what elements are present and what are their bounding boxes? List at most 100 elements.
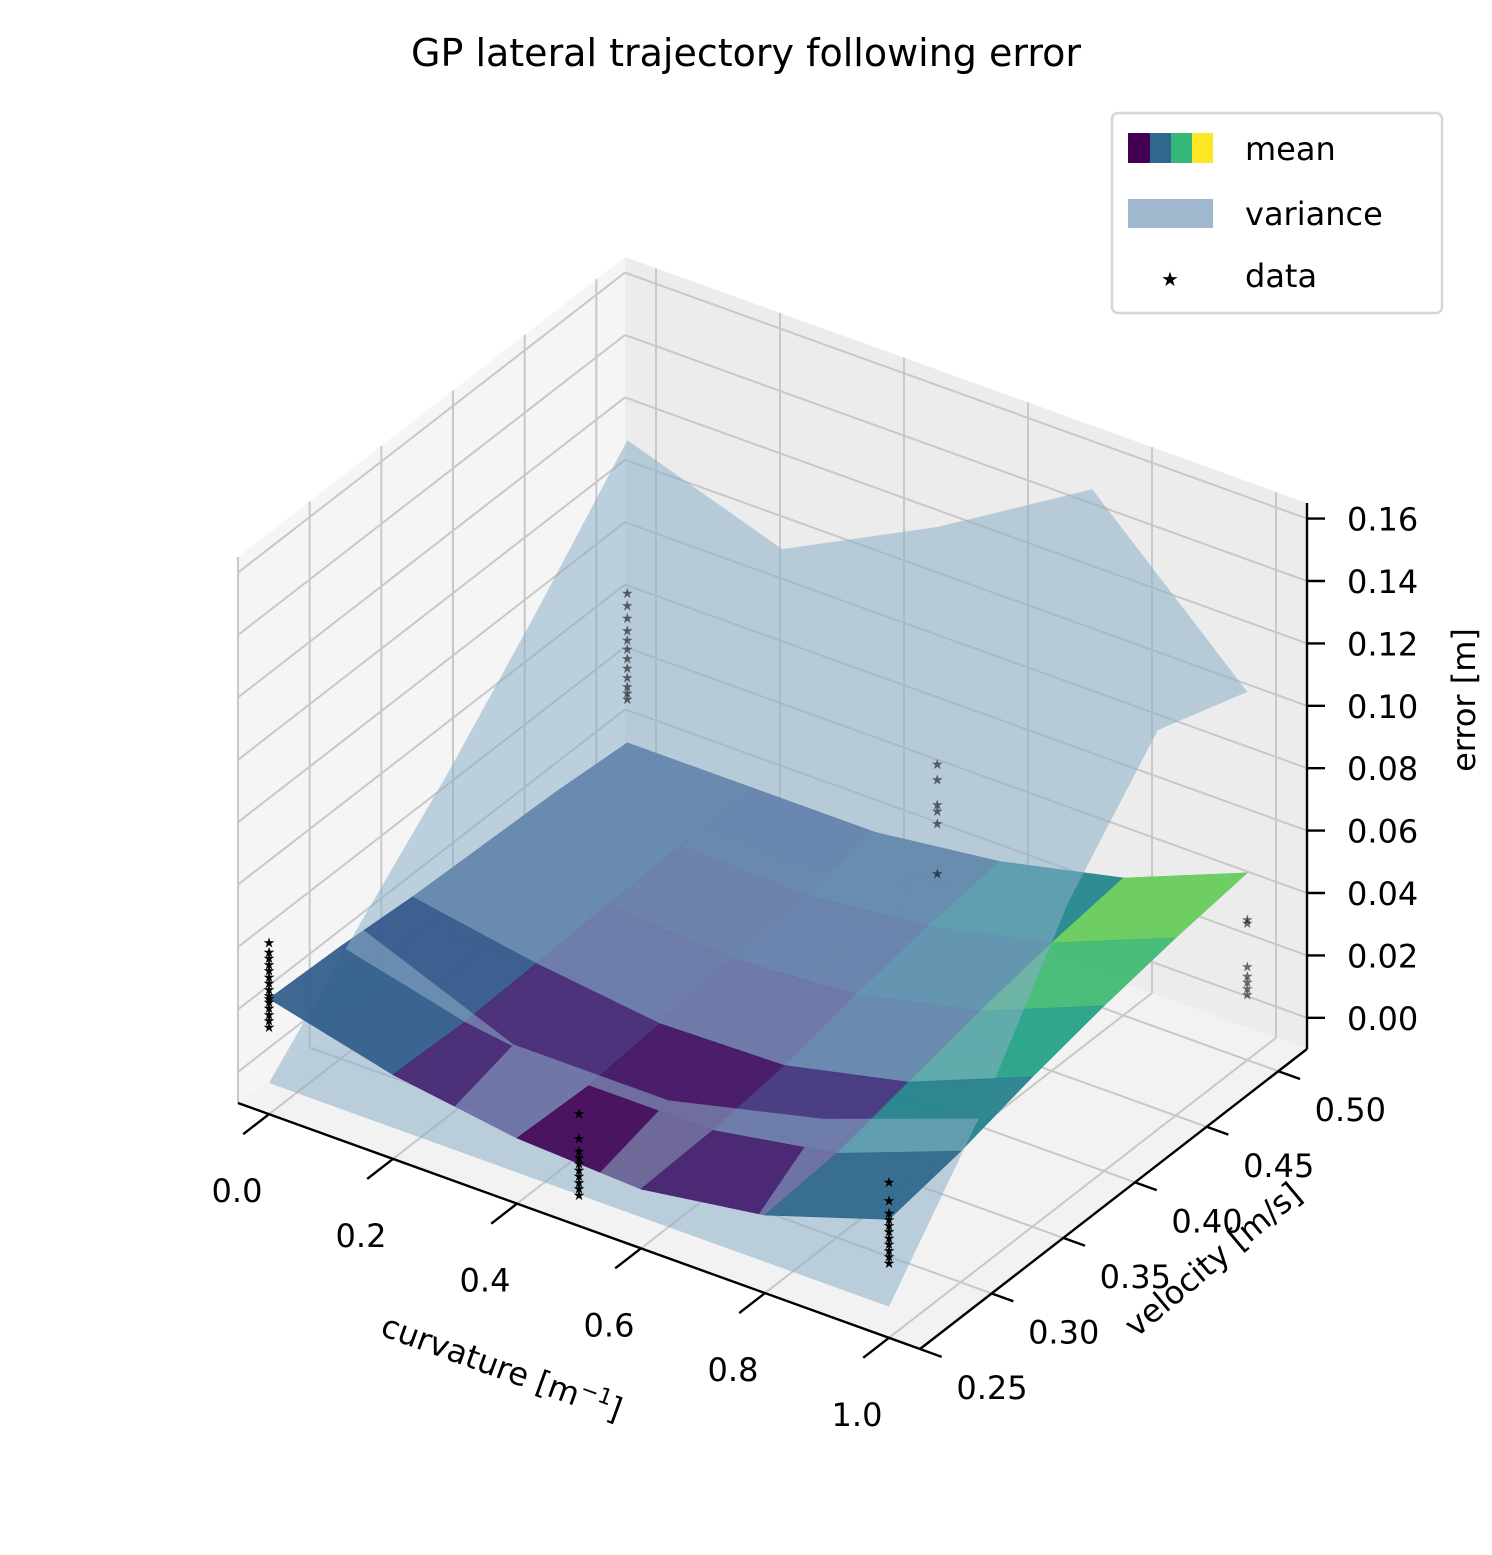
legend-label-mean: mean — [1245, 130, 1336, 168]
data-point: ★ — [1241, 916, 1254, 932]
y-tick-label: 0.40 — [1171, 1202, 1242, 1240]
data-point: ★ — [263, 976, 276, 992]
data-point: ★ — [621, 670, 634, 686]
z-tick-label: 0.12 — [1347, 625, 1418, 663]
z-tick-label: 0.10 — [1347, 688, 1418, 726]
x-tick-label: 0.4 — [460, 1262, 511, 1300]
data-point: ★ — [573, 1182, 586, 1198]
data-point: ★ — [263, 995, 276, 1011]
data-point: ★ — [883, 1194, 896, 1210]
legend-mean-swatch — [1128, 133, 1213, 163]
grid-line-z-left — [237, 271, 626, 574]
data-point: ★ — [1241, 959, 1254, 975]
x-tick-label: 0.2 — [336, 1217, 387, 1255]
data-point: ★ — [931, 773, 944, 789]
data-point: ★ — [621, 686, 634, 702]
variance-surface-face — [448, 609, 693, 891]
data-point: ★ — [883, 1206, 896, 1222]
data-point: ★ — [621, 611, 634, 627]
grid-line-z-left — [237, 396, 626, 699]
z-tick-label: 0.16 — [1347, 501, 1418, 539]
left-pane — [238, 257, 625, 1103]
mean-surface-face — [764, 1150, 962, 1220]
variance-surface-face — [1002, 489, 1248, 731]
data-point: ★ — [1241, 981, 1254, 997]
x-tick — [366, 1157, 394, 1180]
data-point: ★ — [931, 816, 944, 832]
data-point: ★ — [931, 757, 944, 773]
data-point: ★ — [573, 1157, 586, 1173]
legend-label-data: data — [1245, 257, 1317, 295]
data-point: ★ — [263, 992, 276, 1008]
data-point: ★ — [883, 1225, 896, 1241]
y-tick — [1277, 1070, 1301, 1081]
variance-surface-face — [692, 527, 938, 713]
data-point: ★ — [263, 936, 276, 952]
variance-surface-face — [758, 621, 1003, 916]
data-point: ★ — [621, 624, 634, 640]
z-tick-label: 0.02 — [1347, 937, 1418, 975]
x-tick — [242, 1113, 270, 1136]
data-point: ★ — [931, 804, 944, 820]
data-point: ★ — [573, 1163, 586, 1179]
chart-title: GP lateral trajectory following error — [411, 31, 1081, 75]
y-tick-label: 0.50 — [1315, 1091, 1386, 1129]
grid-line-z-left — [237, 334, 626, 636]
data-point: ★ — [263, 1020, 276, 1036]
data-point: ★ — [573, 1188, 586, 1204]
data-point: ★ — [263, 989, 276, 1005]
data-point: ★ — [883, 1237, 896, 1253]
data-point: ★ — [883, 1219, 896, 1235]
y-tick-label: 0.45 — [1243, 1147, 1314, 1185]
y-tick — [1062, 1236, 1086, 1247]
data-point: ★ — [573, 1150, 586, 1166]
y-tick — [1134, 1181, 1158, 1192]
data-point: ★ — [573, 1144, 586, 1160]
data-point: ★ — [883, 1231, 896, 1247]
x-axis-line — [237, 1101, 921, 1351]
data-point: ★ — [573, 1132, 586, 1148]
x-tick — [738, 1292, 766, 1315]
data-point: ★ — [263, 951, 276, 967]
grid-line-z-left — [237, 459, 626, 761]
grid-line-z-back — [624, 271, 1308, 520]
y-tick-label: 0.30 — [1028, 1313, 1099, 1351]
variance-surface-face — [823, 877, 1069, 1119]
grid-line-x-floor — [888, 1037, 1277, 1339]
z-tick-label: 0.06 — [1347, 813, 1418, 851]
y-tick — [919, 1347, 943, 1358]
data-point: ★ — [573, 1175, 586, 1191]
legend-variance-swatch — [1128, 199, 1213, 228]
variance-surface-face — [913, 621, 1158, 903]
data-point: ★ — [621, 652, 634, 668]
data-point: ★ — [621, 642, 634, 658]
data-point: ★ — [883, 1244, 896, 1260]
data-point: ★ — [883, 1256, 896, 1272]
z-tick-label: 0.08 — [1347, 750, 1418, 788]
data-point: ★ — [1241, 988, 1254, 1004]
axes — [237, 503, 1325, 1359]
data-point: ★ — [883, 1250, 896, 1266]
y-tick-label: 0.35 — [1100, 1258, 1171, 1296]
data-point: ★ — [1241, 975, 1254, 991]
data-point: ★ — [621, 680, 634, 696]
x-tick-label: 0.6 — [584, 1306, 635, 1344]
data-point: ★ — [263, 957, 276, 973]
y-axis-line — [919, 1048, 1308, 1350]
data-point: ★ — [263, 970, 276, 986]
z-tick-label: 0.04 — [1347, 875, 1418, 913]
x-tick-label: 0.8 — [708, 1351, 759, 1389]
grid-line-z-back — [624, 334, 1308, 582]
x-tick — [614, 1247, 642, 1270]
data-point: ★ — [573, 1169, 586, 1185]
legend: mean variance ★ data — [1110, 111, 1444, 315]
data-point: ★ — [1241, 969, 1254, 985]
data-point: ★ — [621, 692, 634, 708]
data-point: ★ — [621, 599, 634, 615]
data-point: ★ — [573, 1107, 586, 1123]
data-point: ★ — [263, 1007, 276, 1023]
y-tick — [1206, 1125, 1229, 1136]
data-point: ★ — [263, 964, 276, 980]
legend-data-marker: ★ — [1161, 267, 1179, 291]
